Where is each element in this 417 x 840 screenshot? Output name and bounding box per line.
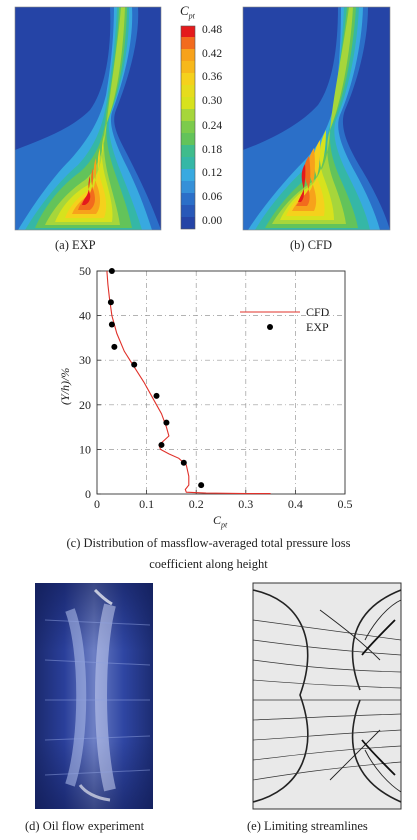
x-tick-label: 0.1	[139, 497, 154, 511]
series-exp-point	[153, 392, 160, 399]
colorbar-swatch	[181, 37, 195, 49]
colorbar-swatch	[181, 97, 195, 109]
colorbar-swatch	[181, 85, 195, 97]
colorbar-tick-label: 0.00	[202, 215, 223, 227]
legend-exp-marker	[267, 324, 273, 330]
legend-exp-label: EXP	[306, 320, 329, 334]
y-tick-label: 20	[79, 398, 91, 412]
colorbar-swatch	[181, 193, 195, 205]
y-tick-label: 40	[79, 309, 91, 323]
colorbar	[180, 25, 196, 230]
colorbar-swatch	[181, 205, 195, 217]
colorbar-swatch	[181, 157, 195, 169]
colorbar-tick-label: 0.42	[202, 48, 223, 60]
colorbar-swatch	[181, 181, 195, 193]
caption-panel-d: (d) Oil flow experiment	[25, 819, 145, 833]
x-axis-label: Cpt	[213, 513, 228, 530]
contour-band	[265, 7, 358, 228]
contour-panel-cfd	[243, 7, 390, 230]
series-cfd-line	[106, 270, 271, 495]
x-tick-label: 0.2	[189, 497, 204, 511]
series-exp-point	[108, 321, 115, 328]
y-tick-label: 30	[79, 353, 91, 367]
series-exp-point	[131, 361, 138, 368]
contour-band	[35, 7, 132, 228]
colorbar-swatch	[181, 121, 195, 133]
colorbar-tick-label: 0.12	[202, 167, 223, 179]
colorbar-swatch	[181, 109, 195, 121]
colorbar-tick-label: 0.30	[202, 95, 223, 107]
limiting-streamlines	[252, 582, 402, 810]
y-tick-label: 0	[85, 487, 91, 501]
contour-band	[292, 148, 317, 211]
x-tick-label: 0	[94, 497, 100, 511]
contour-band	[78, 168, 95, 210]
series-exp-point	[111, 343, 118, 350]
contour-band	[45, 7, 125, 225]
y-axis-label: (Y/h)/%	[58, 367, 72, 405]
caption-panel-c-line2: coefficient along height	[149, 557, 268, 571]
colorbar-swatch	[181, 61, 195, 73]
colorbar-tick-label: 0.24	[202, 120, 223, 132]
legend-cfd-label: CFD	[306, 305, 330, 319]
x-tick-label: 0.4	[288, 497, 303, 511]
y-tick-label: 50	[79, 264, 91, 278]
colorbar-tick-label: 0.06	[202, 191, 223, 203]
colorbar-title: Cpt	[180, 3, 195, 21]
contour-band	[82, 176, 91, 205]
contour-figure	[14, 6, 391, 231]
colorbar-swatch	[181, 217, 195, 229]
x-tick-label: 0.3	[238, 497, 253, 511]
contour-band	[298, 164, 306, 202]
plot-frame	[96, 270, 346, 495]
colorbar-tick-label: 0.36	[202, 71, 223, 83]
series-exp-point	[107, 299, 114, 306]
series-exp-point	[108, 268, 115, 274]
colorbar-swatch	[181, 133, 195, 145]
flow-visualization-figure	[35, 582, 402, 810]
series-exp-point	[163, 419, 170, 426]
colorbar-swatch	[181, 26, 195, 37]
contour-panel-exp	[15, 7, 161, 230]
caption-panel-a: (a) EXP	[55, 238, 96, 252]
colorbar-swatch	[181, 169, 195, 181]
colorbar-tick-label: 0.48	[202, 24, 223, 36]
caption-panel-e: (e) Limiting streamlines	[247, 819, 368, 833]
oil-flow-photo	[35, 583, 153, 809]
caption-panel-b: (b) CFD	[290, 238, 333, 252]
series-exp-point	[198, 482, 205, 489]
y-tick-label: 10	[79, 442, 91, 456]
colorbar-tick-label: 0.18	[202, 144, 223, 156]
colorbar-swatch	[181, 49, 195, 61]
colorbar-swatch	[181, 145, 195, 157]
series-exp-point	[180, 459, 187, 466]
x-tick-label: 0.5	[338, 497, 353, 511]
caption-panel-c-line1: (c) Distribution of massflow-averaged to…	[66, 536, 351, 550]
contour-band	[296, 156, 311, 206]
colorbar-swatch	[181, 73, 195, 85]
series-exp-point	[158, 441, 165, 448]
